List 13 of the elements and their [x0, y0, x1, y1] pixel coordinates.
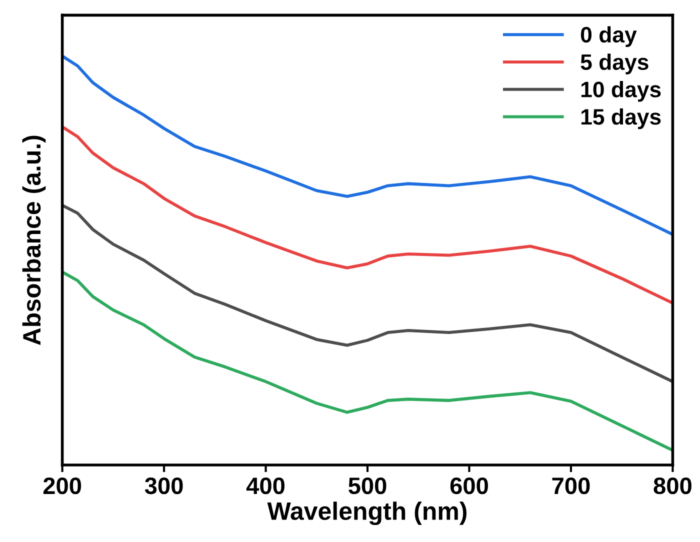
x-tick-label: 200	[43, 477, 82, 494]
x-tick-label: 300	[144, 477, 183, 494]
legend-label: 15 days	[581, 108, 661, 130]
legend-label: 0 day	[580, 26, 637, 47]
x-tick-label: 800	[654, 477, 692, 494]
x-tick-label: 400	[246, 477, 284, 494]
x-tick-label: 700	[552, 477, 590, 494]
x-tick-label: 500	[348, 477, 386, 494]
x-axis-title: Wavelength (nm)	[267, 502, 466, 526]
legend-label: 5 days	[580, 54, 648, 74]
legend-label: 10 days	[581, 81, 661, 102]
x-tick-label: 600	[450, 477, 488, 494]
y-axis-title: Absorbance (a.u.)	[22, 136, 46, 346]
